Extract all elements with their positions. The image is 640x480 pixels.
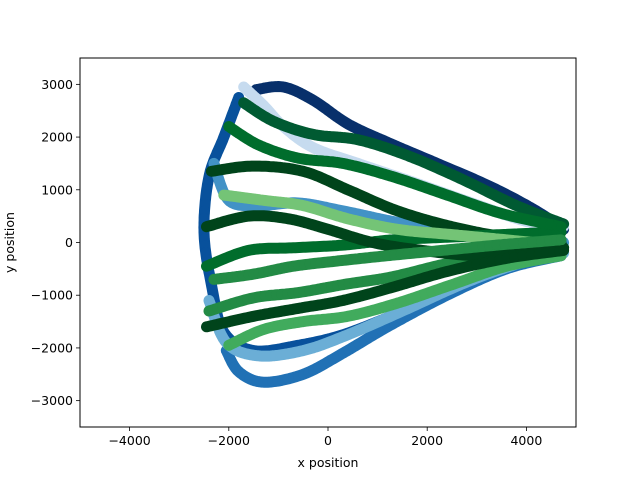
- data-point: [491, 240, 502, 251]
- y-tick-label: 0: [65, 235, 73, 250]
- data-point: [525, 249, 536, 260]
- y-tick-label: 3000: [41, 77, 73, 92]
- data-point: [504, 210, 515, 221]
- y-tick-label: −2000: [31, 340, 73, 355]
- data-point: [200, 191, 211, 202]
- data-point: [397, 306, 408, 316]
- x-tick-label: 4000: [510, 433, 542, 448]
- data-point: [501, 253, 512, 264]
- data-point: [517, 250, 528, 261]
- data-point: [537, 217, 548, 228]
- x-tick-label: 2000: [411, 433, 443, 448]
- x-tick-label: 0: [324, 433, 332, 448]
- data-point: [529, 216, 540, 227]
- data-point: [479, 257, 490, 268]
- data-point: [512, 212, 523, 223]
- data-point: [471, 250, 482, 261]
- series-14: [208, 234, 567, 285]
- data-point: [529, 228, 540, 239]
- data-point: [509, 252, 520, 262]
- data-point: [199, 205, 210, 216]
- data-point: [496, 208, 507, 219]
- series-15: [201, 244, 570, 333]
- data-point: [464, 261, 475, 272]
- data-point: [486, 256, 497, 267]
- data-point: [456, 262, 467, 273]
- y-tick-label: 1000: [41, 182, 73, 197]
- data-point: [508, 238, 519, 249]
- data-point: [199, 212, 210, 223]
- data-point: [499, 239, 510, 250]
- data-point: [558, 245, 569, 256]
- data-point: [556, 221, 567, 232]
- y-axis-label: y position: [2, 212, 17, 273]
- series-10: [223, 250, 567, 351]
- data-point: [536, 236, 547, 247]
- series-13: [223, 121, 567, 233]
- data-point: [494, 254, 505, 265]
- x-axis-label: x position: [298, 455, 359, 470]
- data-point: [484, 240, 495, 251]
- data-point: [537, 227, 548, 238]
- plot-area: [79, 57, 577, 428]
- data-point: [517, 237, 528, 248]
- x-axis: −4000 −2000 0 2000 4000: [108, 427, 542, 448]
- x-tick-label: −4000: [108, 433, 150, 448]
- y-tick-label: −3000: [31, 393, 73, 408]
- data-point: [200, 198, 211, 209]
- data-point: [527, 237, 538, 248]
- series-9: [238, 97, 570, 230]
- data-point: [556, 234, 567, 245]
- data-point: [521, 214, 532, 225]
- y-tick-label: 2000: [41, 130, 73, 145]
- y-axis: −3000 −2000 −1000 0 1000 2000 3000: [31, 77, 80, 408]
- x-tick-label: −2000: [208, 433, 250, 448]
- data-point: [521, 228, 532, 239]
- data-point: [533, 248, 544, 259]
- data-point: [471, 259, 482, 270]
- y-tick-label: −1000: [31, 288, 73, 303]
- series-layer: [198, 81, 570, 388]
